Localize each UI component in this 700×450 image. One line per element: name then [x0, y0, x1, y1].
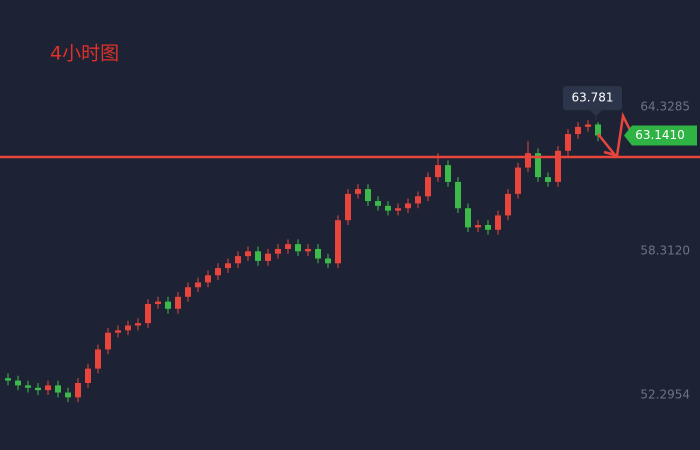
chart-title: 4小时图	[50, 43, 119, 65]
candle-body	[405, 203, 411, 209]
high-marker-box	[563, 86, 622, 111]
candle-body	[5, 378, 11, 381]
candle-body	[95, 349, 101, 369]
high-marker-pointer	[590, 110, 602, 117]
candle-body	[395, 208, 401, 211]
last-price-label: 63.1410	[635, 128, 685, 142]
arrows	[597, 111, 632, 158]
candle-body	[55, 385, 61, 393]
candle-body	[175, 296, 181, 309]
candle-body	[345, 193, 351, 221]
candle-body	[485, 225, 491, 230]
candle-body	[195, 282, 201, 288]
candle-body	[435, 165, 441, 178]
candle-body	[495, 215, 501, 230]
y-tick-label: 52.2954	[640, 388, 690, 402]
candle-body	[235, 256, 241, 264]
candle-body	[245, 251, 251, 257]
candle-body	[595, 124, 601, 136]
candle-body	[445, 165, 451, 182]
candle-body	[105, 332, 111, 350]
arrow-down	[597, 133, 619, 158]
y-tick-label: 64.3285	[640, 100, 690, 114]
candle-body	[535, 153, 541, 178]
candle-body	[305, 248, 311, 252]
candle-body	[125, 325, 131, 331]
candle-body	[225, 263, 231, 269]
candle-body	[115, 330, 121, 333]
candle-body	[475, 225, 481, 228]
candle-body	[295, 244, 301, 252]
candle-body	[45, 385, 51, 391]
candle-body	[425, 177, 431, 197]
candle-body	[385, 205, 391, 211]
high-marker-label: 63.781	[572, 91, 614, 105]
arrow-up	[615, 111, 632, 157]
candle-body	[505, 193, 511, 216]
candle-body	[75, 382, 81, 398]
candle-body	[575, 126, 581, 135]
candle-body	[65, 392, 71, 398]
candle-body	[15, 380, 21, 386]
candle-body	[525, 153, 531, 168]
candle-body	[25, 385, 31, 388]
candle-body	[465, 208, 471, 228]
candle-body	[545, 177, 551, 182]
candle-body	[515, 167, 521, 194]
candle-body	[165, 301, 171, 309]
y-tick-label: 58.3120	[640, 244, 690, 258]
last-price-tag	[624, 125, 697, 146]
candle-body	[275, 248, 281, 254]
candle-body	[135, 323, 141, 326]
candle-body	[265, 253, 271, 261]
candle-body	[555, 150, 561, 182]
candle-body	[285, 244, 291, 249]
candle-body	[155, 301, 161, 304]
candle-body	[375, 201, 381, 206]
candle-body	[185, 287, 191, 297]
candle-body	[365, 189, 371, 202]
candle-body	[455, 181, 461, 209]
candle-body	[585, 124, 591, 127]
candle-body	[35, 387, 41, 391]
candle-body	[205, 275, 211, 283]
candle-body	[145, 303, 151, 324]
candle-body	[325, 258, 331, 264]
candle-body	[215, 268, 221, 276]
candle-body	[335, 220, 341, 264]
candle-body	[255, 251, 261, 261]
candle-body	[415, 196, 421, 204]
candle-body	[85, 368, 91, 383]
candle-body	[355, 189, 361, 194]
candle-body	[315, 248, 321, 259]
candle-body	[565, 134, 571, 151]
